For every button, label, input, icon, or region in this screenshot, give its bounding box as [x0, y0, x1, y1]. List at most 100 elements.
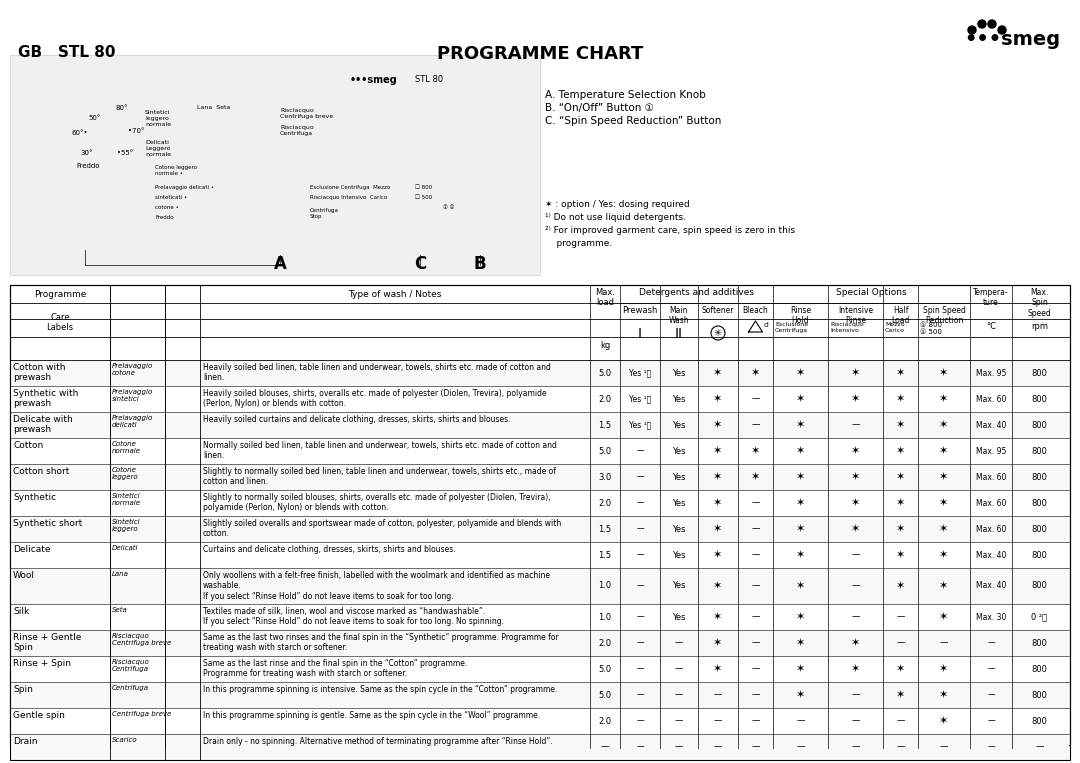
Text: —: — — [636, 613, 644, 622]
Text: cotone •: cotone • — [156, 205, 179, 210]
Bar — [11, 516, 1069, 542]
Text: Delicati: Delicati — [112, 545, 138, 551]
Text: —: — — [600, 742, 609, 752]
Text: Tempera-
ture: Tempera- ture — [973, 288, 1009, 307]
Text: —: — — [752, 716, 759, 726]
Text: —: — — [714, 716, 723, 726]
Text: Centrifuga: Centrifuga — [112, 685, 149, 691]
Text: Yes: Yes — [672, 369, 686, 378]
Text: Sintetici
normale: Sintetici normale — [112, 493, 141, 506]
Text: Rinse + Gentle
Spin: Rinse + Gentle Spin — [13, 633, 81, 652]
Text: Max. 60: Max. 60 — [976, 472, 1007, 481]
Text: Rinse + Spin: Rinse + Spin — [13, 659, 71, 668]
Text: Freddo: Freddo — [156, 215, 174, 220]
Text: 800: 800 — [1031, 691, 1048, 700]
Text: —: — — [752, 613, 759, 622]
Text: ✶: ✶ — [940, 498, 948, 508]
Text: Max. 95: Max. 95 — [976, 369, 1007, 378]
Text: —: — — [636, 665, 644, 674]
Text: Max. 60: Max. 60 — [976, 394, 1007, 404]
Circle shape — [978, 20, 986, 28]
Text: 2.0: 2.0 — [598, 498, 611, 507]
Text: Textiles made of silk, linen, wool and viscose marked as “handwashable”.
If you : Textiles made of silk, linen, wool and v… — [203, 607, 504, 626]
Text: Yes ¹⧠: Yes ¹⧠ — [629, 369, 651, 378]
Text: 800: 800 — [1031, 550, 1048, 559]
Text: B. “On/Off” Button ①: B. “On/Off” Button ① — [545, 103, 653, 113]
Text: Max. 60: Max. 60 — [976, 524, 1007, 533]
Text: —: — — [636, 639, 644, 648]
Text: ✶: ✶ — [796, 664, 806, 674]
Text: Special Options: Special Options — [836, 288, 907, 297]
Text: ✶: ✶ — [713, 638, 723, 648]
Text: Max. 30: Max. 30 — [976, 613, 1007, 622]
Text: 1.5: 1.5 — [598, 524, 611, 533]
Text: —: — — [636, 716, 644, 726]
Text: ✶: ✶ — [796, 550, 806, 560]
Text: load: load — [596, 298, 615, 307]
Text: ✶: ✶ — [895, 664, 905, 674]
Text: —: — — [752, 639, 759, 648]
Text: —: — — [714, 691, 723, 700]
Text: A: A — [273, 255, 286, 273]
Text: —: — — [636, 524, 644, 533]
Text: Detergents and additives: Detergents and additives — [639, 288, 754, 297]
Text: ✶: ✶ — [895, 498, 905, 508]
Text: Silk: Silk — [13, 607, 29, 616]
Text: 800: 800 — [1031, 498, 1048, 507]
Text: Yes: Yes — [672, 498, 686, 507]
Text: ✶: ✶ — [796, 368, 806, 378]
Text: —: — — [675, 716, 684, 726]
Bar — [11, 734, 1069, 760]
Text: —: — — [940, 639, 948, 648]
Text: —: — — [987, 665, 995, 674]
Text: ²⁾ For improved garment care, spin speed is zero in this: ²⁾ For improved garment care, spin speed… — [545, 226, 795, 235]
Bar — [10, 285, 1070, 745]
Text: sinteticati •: sinteticati • — [156, 195, 187, 200]
Text: —: — — [752, 581, 759, 591]
Text: —: — — [796, 742, 805, 752]
Text: Cotton: Cotton — [13, 441, 43, 450]
Text: ✶: ✶ — [796, 581, 806, 591]
Text: programme.: programme. — [545, 239, 612, 248]
Text: Max. 40: Max. 40 — [976, 420, 1007, 430]
Text: ✶: ✶ — [713, 446, 723, 456]
Text: Max.
Spin
Speed: Max. Spin Speed — [1028, 288, 1051, 318]
Text: 800: 800 — [1031, 369, 1048, 378]
Bar — [10, 285, 1070, 760]
Text: Risciacquo Intensivo  Carico: Risciacquo Intensivo Carico — [310, 195, 388, 200]
Text: Wool: Wool — [13, 571, 35, 580]
Text: ✶: ✶ — [796, 420, 806, 430]
Text: Programme: Programme — [33, 290, 86, 299]
Text: Risciacquo
Centrifuga: Risciacquo Centrifuga — [112, 659, 150, 672]
Text: —: — — [636, 550, 644, 559]
Text: ✶: ✶ — [895, 420, 905, 430]
Text: Rinse
Hold: Rinse Hold — [789, 306, 811, 325]
Text: 2.0: 2.0 — [598, 639, 611, 648]
Text: 800: 800 — [1031, 394, 1048, 404]
Text: ✶: ✶ — [895, 446, 905, 456]
Text: 1.5: 1.5 — [598, 550, 611, 559]
Text: Normally soiled bed linen, table linen and underwear, towels, shirts etc. made o: Normally soiled bed linen, table linen a… — [203, 441, 557, 460]
Text: —: — — [896, 742, 905, 752]
Text: In this programme spinning is intensive. Same as the spin cycle in the “Cotton” : In this programme spinning is intensive.… — [203, 685, 557, 694]
Text: 1.0: 1.0 — [598, 613, 611, 622]
Bar — [11, 656, 1069, 682]
Text: Yes: Yes — [672, 550, 686, 559]
Bar — [10, 55, 540, 275]
Text: Scarico: Scarico — [112, 737, 137, 743]
Text: —: — — [851, 716, 860, 726]
Text: —: — — [987, 691, 995, 700]
Text: Max. 40: Max. 40 — [976, 581, 1007, 591]
Text: Yes: Yes — [672, 394, 686, 404]
Text: C. “Spin Speed Reduction” Button: C. “Spin Speed Reduction” Button — [545, 116, 721, 126]
Text: STL 80: STL 80 — [415, 75, 443, 84]
Text: —: — — [752, 665, 759, 674]
Text: Slightly to normally soiled blouses, shirts, overalls etc. made of polyester (Di: Slightly to normally soiled blouses, shi… — [203, 493, 551, 513]
Text: —: — — [987, 639, 995, 648]
Text: ✶: ✶ — [796, 394, 806, 404]
Text: Prelavaggio delicati •: Prelavaggio delicati • — [156, 185, 214, 190]
Text: Freddo: Freddo — [76, 163, 99, 169]
Text: Same as the last rinse and the final spin in the “Cotton” programme.
Programme f: Same as the last rinse and the final spi… — [203, 659, 468, 678]
Bar — [11, 386, 1069, 412]
Text: ✶: ✶ — [940, 716, 948, 726]
